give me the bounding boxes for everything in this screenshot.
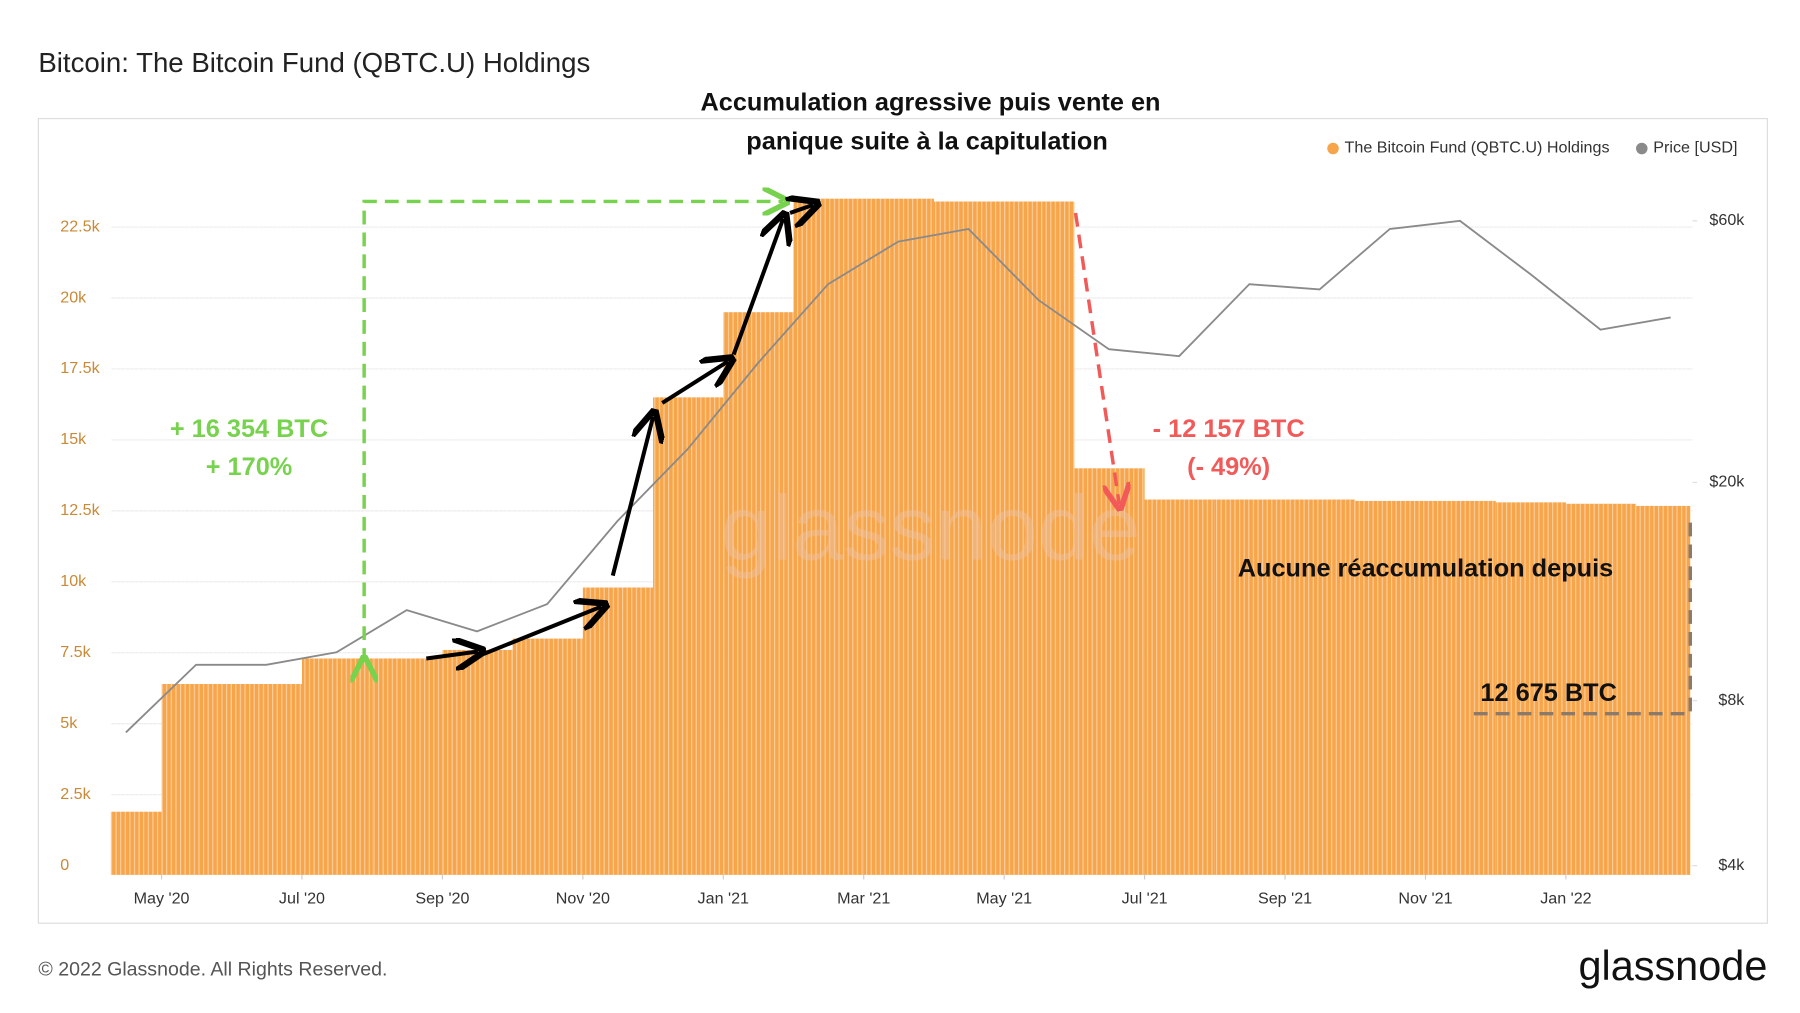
watermark: glassnode — [721, 477, 1141, 580]
x-tick-label: Nov '21 — [1398, 889, 1452, 907]
y2-tick-label: $4k — [1718, 856, 1745, 874]
legend-label: The Bitcoin Fund (QBTC.U) Holdings — [1345, 139, 1610, 157]
note: Aucune réaccumulation depuis — [1238, 555, 1614, 583]
x-tick-label: Sep '21 — [1258, 889, 1312, 907]
legend-swatch — [1327, 142, 1339, 155]
x-tick-label: Jan '22 — [1540, 889, 1591, 907]
final-label: 12 675 BTC — [1480, 679, 1616, 707]
y2-tick-label: $60k — [1709, 211, 1745, 229]
legend-label: Price [USD] — [1653, 139, 1737, 157]
x-tick-label: Jan '21 — [698, 889, 749, 907]
trend-arrow — [661, 361, 728, 405]
y-tick-label: 2.5k — [60, 785, 91, 803]
y-tick-label: 10k — [60, 572, 87, 590]
y-tick-label: 0 — [60, 856, 69, 874]
y-tick-label: 5k — [60, 714, 78, 732]
x-tick-label: Nov '20 — [556, 889, 610, 907]
trend-arrow — [426, 652, 478, 659]
footer: © 2022 Glassnode. All Rights Reserved. — [38, 959, 387, 981]
x-tick-label: Mar '21 — [837, 889, 890, 907]
gain-label: + 16 354 BTC — [170, 415, 328, 443]
trend-arrow — [731, 219, 783, 356]
x-tick-label: May '20 — [134, 889, 190, 907]
loss-label: (- 49%) — [1187, 453, 1270, 481]
trend-arrow — [790, 205, 813, 213]
y-tick-label: 12.5k — [60, 501, 100, 519]
chart-title: Bitcoin: The Bitcoin Fund (QBTC.U) Holdi… — [38, 47, 590, 78]
loss-label: - 12 157 BTC — [1153, 415, 1305, 443]
final-level-line — [1473, 520, 1692, 716]
y2-tick-label: $8k — [1718, 691, 1745, 709]
brand: glassnode — [1578, 942, 1767, 989]
x-tick-label: May '21 — [976, 889, 1032, 907]
trend-arrow — [610, 417, 653, 577]
heading: Accumulation agressive puis vente en — [700, 88, 1160, 116]
x-tick-label: Jul '20 — [279, 889, 325, 907]
y-tick-label: 20k — [60, 288, 87, 306]
y-tick-label: 22.5k — [60, 217, 100, 235]
x-tick-label: Jul '21 — [1122, 889, 1168, 907]
y2-tick-label: $20k — [1709, 473, 1745, 491]
legend-swatch — [1636, 142, 1648, 155]
y-tick-label: 17.5k — [60, 359, 100, 377]
heading: panique suite à la capitulation — [746, 127, 1107, 155]
x-tick-label: Sep '20 — [415, 889, 469, 907]
trend-arrow — [483, 607, 601, 656]
chart-frame — [37, 117, 1768, 924]
y-tick-label: 15k — [60, 430, 87, 448]
loss-arrow — [1073, 212, 1120, 504]
annotations: glassnode Accumulation agressive puis ve… — [170, 88, 1737, 716]
gain-label: + 170% — [206, 453, 293, 481]
gain-arrow — [364, 201, 783, 661]
y-tick-label: 7.5k — [60, 643, 91, 661]
